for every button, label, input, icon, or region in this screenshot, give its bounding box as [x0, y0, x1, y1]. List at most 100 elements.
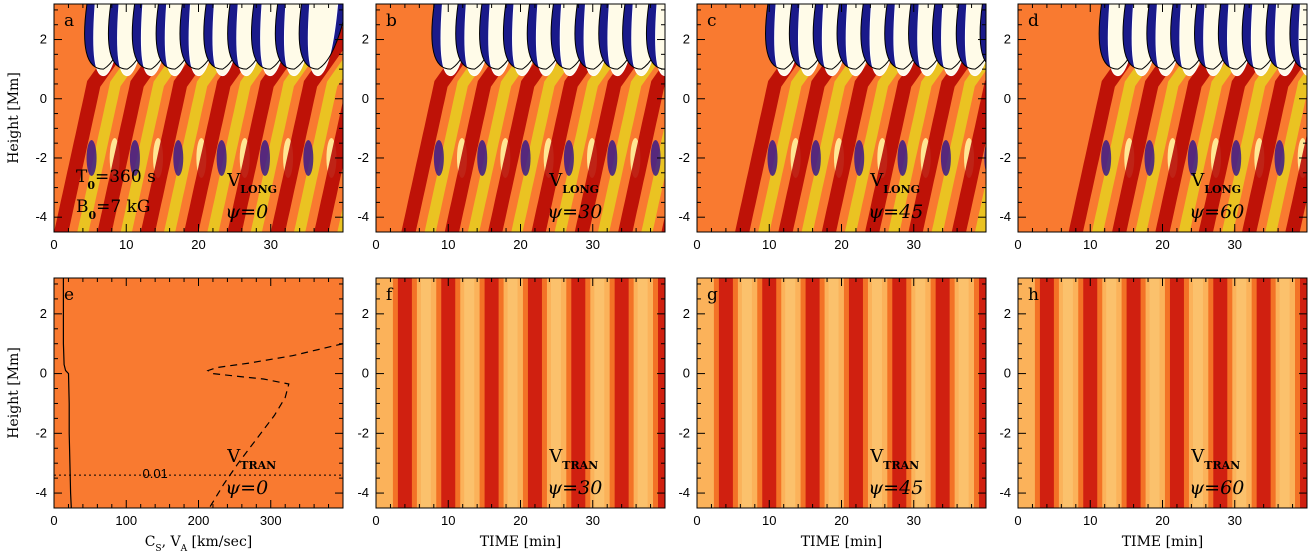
wave-crest-yellow [1265, 69, 1307, 232]
y-tick-label: 0 [40, 366, 47, 381]
x-tick-label: 0 [50, 513, 57, 528]
velocity-label: VTRAN [548, 446, 598, 472]
panel-letter: b [386, 11, 397, 31]
wave-core-dark [520, 139, 531, 176]
wave-core-dark [259, 139, 270, 176]
stripe-core [1213, 278, 1228, 508]
sound-speed-line [62, 278, 72, 508]
x-tick-label: 20 [1155, 237, 1169, 252]
x-axis-label: TIME [min] [1122, 534, 1204, 550]
wave-core-dark [129, 139, 140, 176]
y-axis-label: Height [Mm] [6, 347, 22, 439]
x-tick-label: 0 [1014, 237, 1021, 252]
panel-e: 0.01 0 100 200 300 -4 -2 0 2 e VTRAN ψ=0 CS, VA [km/… [6, 277, 344, 552]
heatmap [697, 4, 986, 232]
x-tick-label: 20 [513, 237, 527, 252]
wave-core-dark [897, 139, 908, 176]
y-tick-label: 0 [40, 91, 47, 106]
stripe-light [464, 278, 475, 508]
x-tick-label: 0 [693, 513, 700, 528]
heatmap [54, 4, 343, 232]
y-tick-label: 2 [683, 306, 690, 321]
stripe-core [484, 278, 499, 508]
psi-label: ψ=0 [225, 477, 268, 499]
panel-g: 0 10 20 30 -4 -2 0 2 g VTRAN ψ=45 TIME [min] [678, 277, 987, 550]
wave-core-dark [940, 139, 951, 176]
y-tick-label: -4 [999, 209, 1011, 224]
panel-a: 0 10 20 30 -4 -2 0 2 a VLONG ψ=0 T0=360 s B0=7 kG Hei… [6, 3, 344, 252]
x-tick-label: 10 [441, 513, 455, 528]
stripe-light [958, 278, 969, 508]
shock-contour [645, 4, 665, 70]
shock-dark [980, 4, 986, 63]
velocity-label: VTRAN [869, 446, 919, 472]
panel-letter: g [707, 285, 718, 305]
y-tick-label: -4 [678, 485, 690, 500]
panel-letter: f [386, 285, 394, 305]
stripe-light [420, 278, 431, 508]
y-tick-label: -4 [678, 209, 690, 224]
wave-crest-yellow [931, 51, 986, 232]
y-tick-label: 2 [40, 32, 47, 47]
background [54, 278, 343, 508]
wave-crest-red [1285, 133, 1307, 232]
stripe-core [1169, 278, 1184, 508]
y-tick-label: -4 [35, 209, 47, 224]
y-tick-label: 2 [362, 306, 369, 321]
x-tick-label: 30 [586, 513, 600, 528]
shock-contour [1265, 4, 1307, 70]
stripe-light [871, 278, 882, 508]
shock-light [307, 4, 339, 76]
stripe-core [1083, 278, 1098, 508]
y-tick-label: 0 [683, 366, 690, 381]
x-tick-label: 10 [1083, 513, 1097, 528]
stripe-light [915, 278, 926, 508]
velocity-label: VLONG [869, 170, 920, 196]
panel-f: 0 10 20 30 -4 -2 0 2 f VTRAN ψ=30 TIME [min] [357, 277, 666, 550]
y-tick-label: -4 [357, 485, 369, 500]
panel-letter: a [64, 11, 74, 31]
y-tick-label: -4 [357, 209, 369, 224]
x-tick-label: 0 [1014, 513, 1021, 528]
stripe-core [441, 278, 456, 508]
wave-crest-red [1242, 36, 1307, 232]
stripe-core [571, 278, 586, 508]
wave-core-dark [607, 139, 618, 176]
stripe-light [594, 278, 605, 508]
y-tick-label: -2 [357, 425, 369, 440]
panel-letter: d [1028, 11, 1039, 31]
y-tick-label: -2 [35, 425, 47, 440]
y-tick-label: -4 [999, 485, 1011, 500]
x-tick-label: 200 [188, 513, 210, 528]
psi-label: ψ=60 [1189, 477, 1244, 499]
stripe-core [892, 278, 907, 508]
wave-core-dark [216, 139, 227, 176]
shock-contour [1289, 4, 1307, 70]
heatmap [376, 278, 665, 508]
x-tick-label: 30 [907, 513, 921, 528]
velocity-label: VLONG [226, 170, 277, 196]
psi-label: ψ=45 [868, 201, 923, 223]
x-tick-label: 30 [264, 237, 278, 252]
b0-label: B0=7 kG [76, 197, 151, 222]
psi-label: ψ=30 [547, 477, 602, 499]
wave-core-dark [86, 139, 97, 176]
stripe-light [1236, 278, 1247, 508]
velocity-label: VTRAN [1190, 446, 1240, 472]
x-tick-label: 0 [372, 237, 379, 252]
psi-label: ψ=30 [547, 201, 602, 223]
heatmap [376, 4, 665, 232]
stripe-light [1062, 278, 1073, 508]
heatmap [697, 278, 986, 508]
psi-label: ψ=0 [225, 201, 268, 223]
stripe-light [1192, 278, 1203, 508]
panel-b: 0 10 20 30 -4 -2 0 2 b VLONG ψ=30 [357, 3, 666, 252]
x-tick-label: 10 [762, 237, 776, 252]
x-tick-label: 10 [441, 237, 455, 252]
alfven-speed-line [206, 343, 343, 508]
shock-contour [979, 4, 986, 64]
y-tick-label: -2 [35, 150, 47, 165]
stripe-core [1039, 278, 1054, 508]
plot-area [54, 278, 343, 508]
